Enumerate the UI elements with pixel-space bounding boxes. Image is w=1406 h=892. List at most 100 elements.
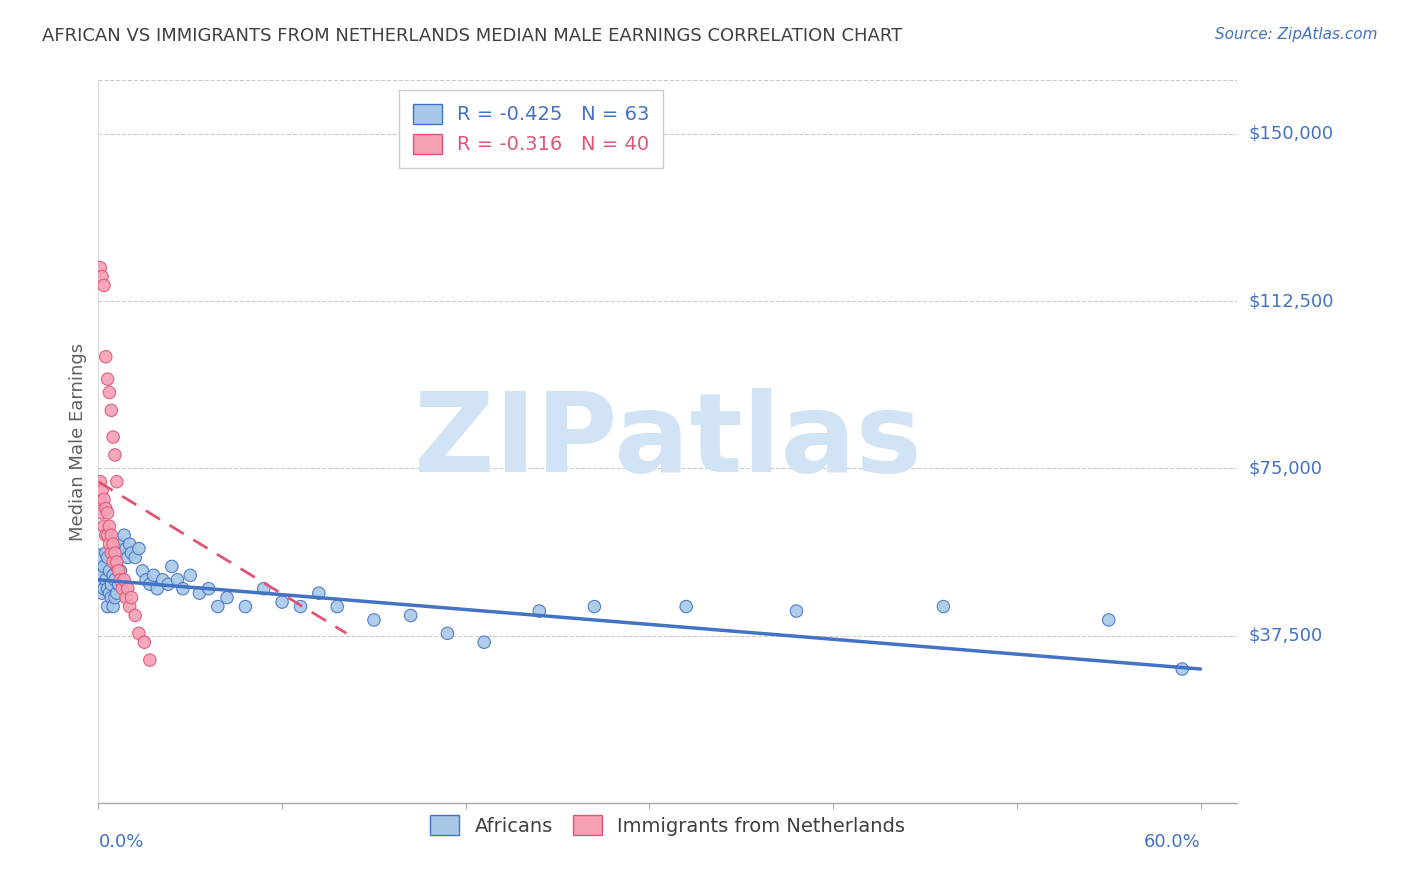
Point: [124, 550, 146, 565]
Point: [101, 555, 124, 569]
Point: [235, 599, 257, 614]
Point: [583, 599, 606, 614]
Text: $150,000: $150,000: [1249, 125, 1333, 143]
Point: [94, 546, 117, 560]
Point: [472, 635, 495, 649]
Point: [121, 591, 143, 605]
Point: [146, 582, 169, 596]
Point: [89, 577, 111, 591]
Point: [104, 546, 127, 560]
Point: [93, 559, 115, 574]
Point: [100, 403, 122, 417]
Point: [93, 492, 115, 507]
Point: [101, 430, 124, 444]
Point: [93, 278, 115, 293]
Legend: Africans, Immigrants from Netherlands: Africans, Immigrants from Netherlands: [422, 807, 914, 844]
Point: [100, 577, 122, 591]
Point: [529, 604, 551, 618]
Point: [308, 586, 330, 600]
Point: [97, 550, 120, 565]
Y-axis label: Median Male Earnings: Median Male Earnings: [69, 343, 87, 541]
Point: [121, 546, 143, 560]
Point: [1098, 613, 1121, 627]
Point: [98, 537, 121, 551]
Point: [112, 528, 135, 542]
Point: [675, 599, 697, 614]
Point: [134, 635, 156, 649]
Point: [1171, 662, 1194, 676]
Point: [105, 559, 128, 574]
Point: [157, 577, 180, 591]
Point: [97, 582, 120, 596]
Point: [105, 475, 128, 489]
Point: [104, 573, 127, 587]
Point: [785, 604, 807, 618]
Point: [100, 528, 122, 542]
Text: $37,500: $37,500: [1249, 626, 1323, 645]
Point: [97, 372, 120, 386]
Point: [98, 564, 121, 578]
Point: [253, 582, 276, 596]
Point: [115, 591, 138, 605]
Point: [172, 582, 194, 596]
Point: [117, 550, 139, 565]
Point: [94, 501, 117, 516]
Point: [207, 599, 229, 614]
Point: [290, 599, 312, 614]
Point: [98, 519, 121, 533]
Point: [179, 568, 201, 582]
Point: [115, 541, 138, 556]
Point: [135, 573, 157, 587]
Point: [111, 537, 134, 551]
Point: [89, 555, 111, 569]
Point: [111, 582, 134, 596]
Point: [89, 260, 111, 275]
Point: [399, 608, 422, 623]
Point: [97, 599, 120, 614]
Point: [271, 595, 294, 609]
Point: [105, 555, 128, 569]
Text: $112,500: $112,500: [1249, 292, 1334, 310]
Point: [97, 528, 120, 542]
Point: [104, 448, 127, 462]
Point: [93, 582, 115, 596]
Point: [91, 269, 114, 284]
Point: [91, 568, 114, 582]
Point: [112, 573, 135, 587]
Point: [128, 541, 150, 556]
Point: [94, 350, 117, 364]
Point: [91, 506, 114, 520]
Point: [118, 599, 141, 614]
Point: [107, 577, 129, 591]
Text: 60.0%: 60.0%: [1144, 833, 1201, 851]
Point: [131, 564, 153, 578]
Point: [215, 591, 238, 605]
Point: [124, 608, 146, 623]
Point: [89, 492, 111, 507]
Point: [91, 586, 114, 600]
Point: [139, 577, 162, 591]
Point: [363, 613, 385, 627]
Point: [197, 582, 219, 596]
Point: [139, 653, 162, 667]
Point: [101, 599, 124, 614]
Point: [98, 586, 121, 600]
Point: [110, 573, 132, 587]
Point: [105, 586, 128, 600]
Point: [94, 528, 117, 542]
Point: [166, 573, 188, 587]
Point: [110, 564, 132, 578]
Point: [160, 559, 183, 574]
Point: [932, 599, 955, 614]
Text: AFRICAN VS IMMIGRANTS FROM NETHERLANDS MEDIAN MALE EARNINGS CORRELATION CHART: AFRICAN VS IMMIGRANTS FROM NETHERLANDS M…: [42, 27, 903, 45]
Point: [93, 519, 115, 533]
Point: [326, 599, 349, 614]
Point: [94, 573, 117, 587]
Point: [142, 568, 165, 582]
Point: [89, 475, 111, 489]
Point: [117, 582, 139, 596]
Text: 0.0%: 0.0%: [98, 833, 143, 851]
Point: [128, 626, 150, 640]
Point: [107, 564, 129, 578]
Text: Source: ZipAtlas.com: Source: ZipAtlas.com: [1215, 27, 1378, 42]
